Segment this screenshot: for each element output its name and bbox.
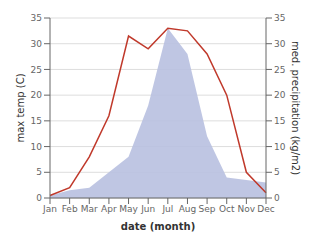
svg-text:20: 20 [274, 90, 286, 100]
svg-text:15: 15 [274, 116, 285, 126]
svg-text:15: 15 [31, 116, 42, 126]
svg-text:35: 35 [274, 13, 285, 23]
svg-text:35: 35 [31, 13, 42, 23]
svg-text:May: May [119, 204, 138, 214]
svg-text:Sep: Sep [199, 204, 216, 214]
svg-text:Apr: Apr [101, 204, 117, 214]
svg-text:Mar: Mar [81, 204, 98, 214]
svg-text:Dec: Dec [257, 204, 274, 214]
svg-text:25: 25 [31, 65, 42, 75]
svg-text:Feb: Feb [62, 204, 78, 214]
svg-text:Jul: Jul [161, 204, 173, 214]
svg-text:date (month): date (month) [121, 221, 195, 232]
svg-text:Nov: Nov [238, 204, 256, 214]
svg-text:max temp (C): max temp (C) [15, 73, 26, 142]
svg-text:Jan: Jan [42, 204, 57, 214]
svg-text:med. precipitation (kg/m2): med. precipitation (kg/m2) [290, 41, 301, 175]
svg-text:Oct: Oct [219, 204, 235, 214]
svg-text:30: 30 [274, 39, 286, 49]
svg-text:10: 10 [31, 142, 43, 152]
svg-text:5: 5 [36, 167, 42, 177]
svg-text:0: 0 [36, 193, 42, 203]
svg-text:20: 20 [31, 90, 43, 100]
svg-text:10: 10 [274, 142, 286, 152]
svg-text:30: 30 [31, 39, 43, 49]
svg-text:0: 0 [274, 193, 280, 203]
svg-text:Aug: Aug [179, 204, 197, 214]
svg-text:25: 25 [274, 65, 285, 75]
svg-text:5: 5 [274, 167, 280, 177]
svg-text:Jun: Jun [140, 204, 155, 214]
